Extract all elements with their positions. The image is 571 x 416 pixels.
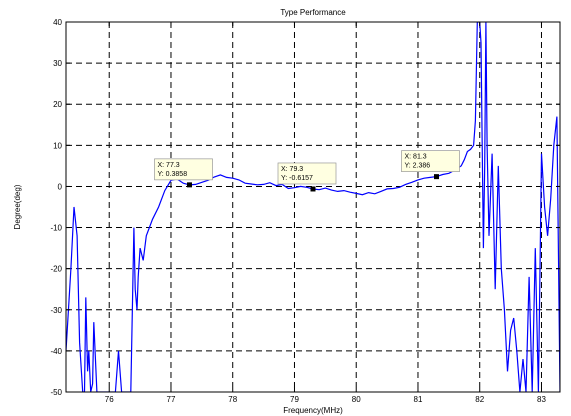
datatip-y-label: Y: 2.386	[405, 163, 431, 170]
x-tick-label: 80	[352, 395, 361, 404]
y-tick-label: -10	[50, 224, 62, 233]
y-tick-label: 20	[53, 100, 62, 109]
y-tick-label: -50	[50, 388, 62, 397]
x-tick-label: 81	[414, 395, 423, 404]
datatip[interactable]: X: 77.3 Y: 0.3858	[154, 158, 213, 188]
datatip-marker	[310, 186, 316, 192]
series-group	[66, 22, 560, 392]
datatip-x-label: X: 77.3	[158, 162, 180, 169]
datatip-box	[401, 150, 460, 172]
y-tick-label: -20	[50, 265, 62, 274]
plot-area	[66, 22, 560, 392]
series-line	[66, 22, 560, 392]
datatip-y-label: Y: 0.3858	[158, 171, 188, 178]
y-tick-label: -30	[50, 306, 62, 315]
datatip-marker	[187, 182, 192, 188]
y-tick-label: 10	[53, 141, 62, 150]
datatip-box	[277, 162, 337, 185]
y-tick-label: 40	[53, 18, 62, 27]
ticks: 76 77 78 79 80 81 82 83 -50 -40 -30 -20 -10 0 10 20 30 40	[50, 18, 560, 404]
y-tick-label: 0	[58, 182, 63, 191]
chart-title: Type Performance	[280, 8, 346, 17]
datatips: X: 77.3 Y: 0.3858 X: 79.3 Y: -0.6157 X: 81.3…	[154, 150, 460, 192]
y-axis-label: Degree(deg)	[13, 184, 22, 229]
datatip[interactable]: X: 79.3 Y: -0.6157	[277, 162, 337, 192]
x-tick-label: 78	[228, 395, 237, 404]
x-axis-label: Frequency(MHz)	[283, 406, 343, 415]
y-tick-label: -40	[50, 347, 62, 356]
x-tick-label: 76	[105, 395, 114, 404]
x-tick-label: 83	[537, 395, 546, 404]
x-tick-label: 77	[167, 395, 176, 404]
grid	[66, 22, 560, 392]
datatip-box	[154, 158, 213, 181]
datatip-y-label: Y: -0.6157	[281, 175, 313, 182]
datatip-x-label: X: 79.3	[281, 166, 303, 173]
x-tick-label: 82	[475, 395, 484, 404]
x-tick-label: 79	[290, 395, 299, 404]
datatip-marker	[434, 174, 439, 180]
datatip-x-label: X: 81.3	[405, 154, 427, 161]
y-tick-label: 30	[53, 59, 62, 68]
datatip[interactable]: X: 81.3 Y: 2.386	[401, 150, 460, 180]
plot-frame	[65, 21, 561, 393]
